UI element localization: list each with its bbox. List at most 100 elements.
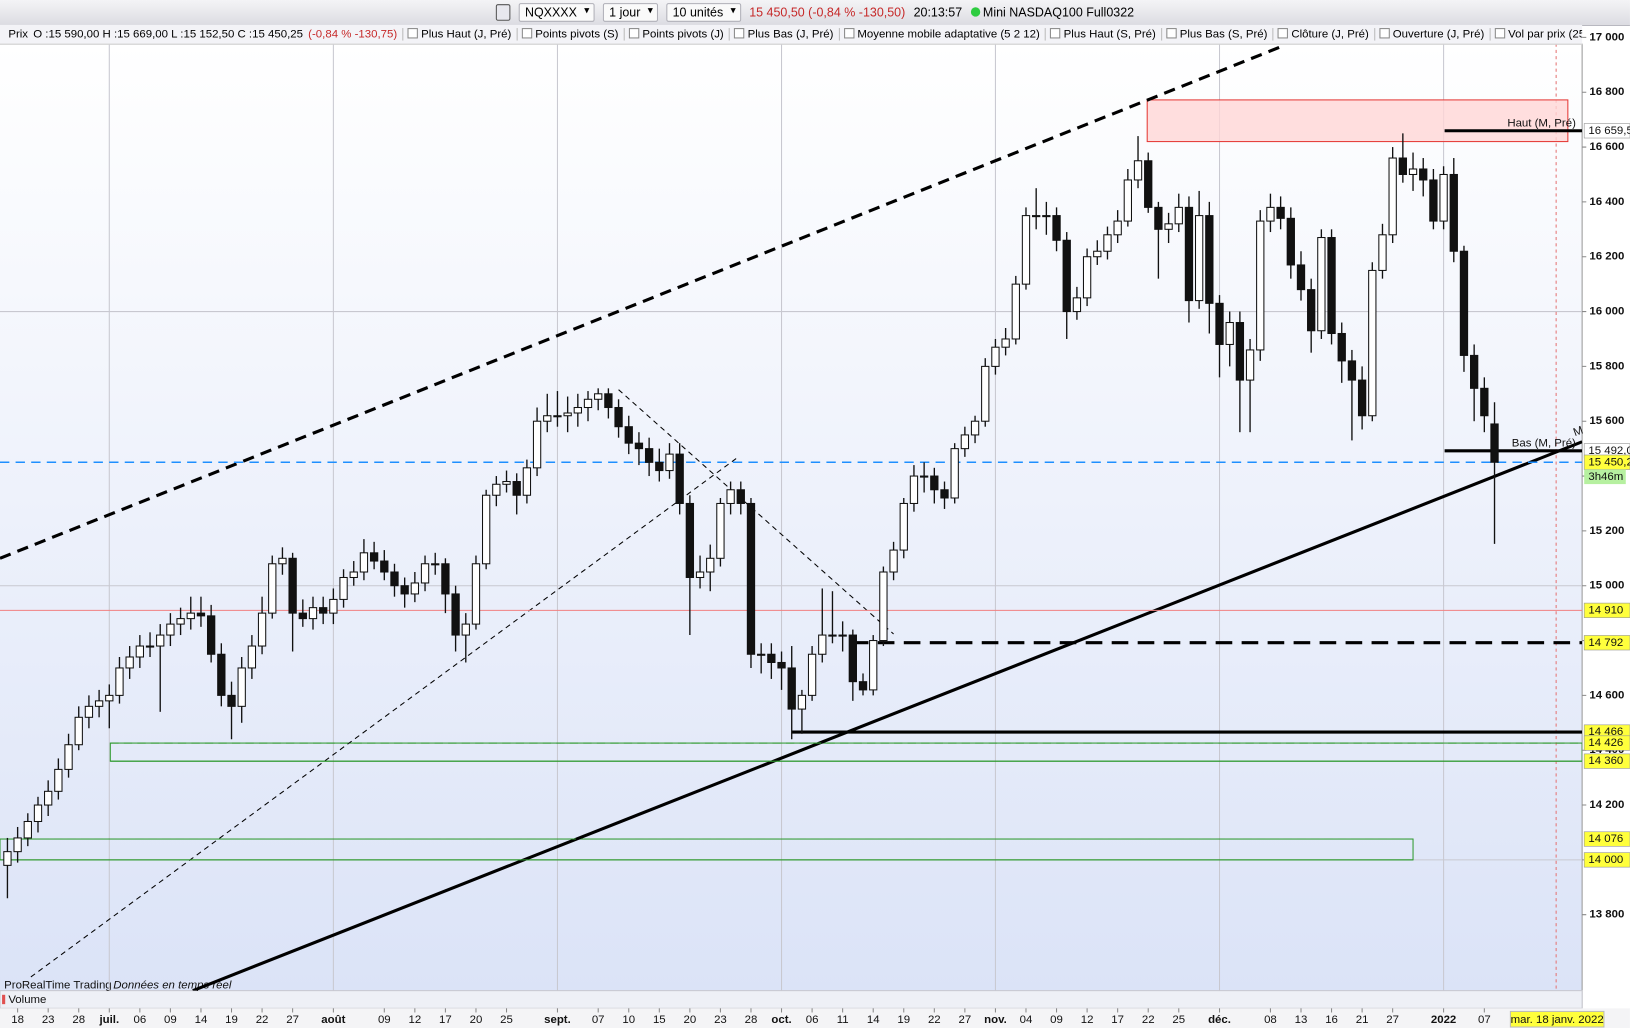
- symbol-select[interactable]: NQXXXX: [518, 3, 595, 22]
- candle-body: [1480, 387, 1489, 417]
- indicator[interactable]: Points pivots (S): [516, 28, 619, 41]
- y-tick-label: 13 800: [1589, 909, 1624, 921]
- candle-body: [1286, 217, 1295, 266]
- candle-body: [695, 571, 705, 579]
- checkbox[interactable]: [1050, 28, 1061, 39]
- candle-body: [64, 744, 73, 770]
- candle-body: [767, 653, 776, 663]
- y-tick-label: 17 000: [1589, 31, 1624, 43]
- icon[interactable]: [495, 4, 511, 21]
- candle-body: [420, 563, 430, 584]
- indicator[interactable]: Points pivots (J): [623, 28, 724, 41]
- plot-background: [0, 43, 1583, 991]
- brand: ProRealTime Trading: [4, 979, 112, 991]
- checkbox[interactable]: [1494, 28, 1506, 39]
- candle-body: [441, 563, 450, 595]
- candle-body: [1388, 157, 1397, 236]
- checkbox[interactable]: [407, 28, 418, 39]
- checkbox[interactable]: [628, 28, 640, 39]
- x-tick-label: 22: [256, 1014, 269, 1026]
- candle-body: [706, 557, 715, 573]
- indicator[interactable]: Plus Bas (S, Pré): [1161, 28, 1267, 41]
- indicator[interactable]: Clôture (J, Pré): [1272, 28, 1369, 41]
- x-tick-label: oct.: [771, 1014, 791, 1026]
- checkbox[interactable]: [1379, 28, 1390, 39]
- period-select[interactable]: 1 jour: [602, 3, 659, 22]
- x-tick-label: 07: [592, 1014, 605, 1026]
- candle-body: [1021, 215, 1031, 285]
- y-tick-label: 16 400: [1589, 196, 1624, 208]
- level-label: 14 076: [1588, 833, 1623, 845]
- level-label: 14 792: [1588, 637, 1623, 649]
- candle-body: [532, 420, 542, 469]
- price-change: (-0,84 % -130,75): [308, 28, 398, 41]
- indicator[interactable]: Vol par prix (25): [1489, 28, 1582, 41]
- indicator[interactable]: Plus Haut (J, Pré): [402, 28, 512, 41]
- candle-body: [543, 415, 552, 422]
- candle-body: [1072, 297, 1082, 313]
- indicator-label: Ouverture (J, Pré): [1392, 28, 1485, 41]
- indicator[interactable]: Moyenne mobile adaptative (5 2 12): [838, 28, 1040, 41]
- candle-body: [1490, 423, 1499, 463]
- indicator-bar: Prix O :15 590,00 H :15 669,00 L :15 152…: [0, 24, 1583, 45]
- candle-body: [665, 453, 674, 472]
- candle-body: [1133, 160, 1143, 181]
- trendline-label: M: [1572, 425, 1585, 440]
- candle-body: [1459, 250, 1469, 356]
- candle-body: [1062, 239, 1071, 313]
- x-tick-label: 07: [1478, 1014, 1491, 1026]
- checkbox[interactable]: [1166, 28, 1177, 39]
- candle-body: [981, 365, 990, 422]
- candle-body: [1327, 237, 1336, 335]
- candle-body: [553, 415, 562, 418]
- candle-body: [1419, 168, 1428, 181]
- candle-body: [716, 502, 725, 559]
- candle-body: [390, 571, 399, 587]
- time: 20:13:57: [913, 5, 963, 20]
- candle-body: [563, 412, 572, 417]
- candle-body: [196, 612, 206, 617]
- candle-body: [960, 434, 970, 450]
- units-select[interactable]: 10 unités: [666, 3, 741, 22]
- candle-body: [1042, 215, 1051, 218]
- checkbox[interactable]: [521, 28, 533, 39]
- x-tick-label: sept.: [544, 1014, 571, 1026]
- indicator[interactable]: Ouverture (J, Pré): [1374, 28, 1485, 41]
- candle-body: [940, 489, 949, 499]
- candle-body: [166, 623, 175, 636]
- x-tick-label: 14: [195, 1014, 208, 1026]
- price-axis-background: [1582, 43, 1630, 1009]
- checkbox[interactable]: [734, 28, 745, 39]
- candle-body: [23, 820, 32, 839]
- candle-body: [1235, 322, 1245, 381]
- candle-body: [125, 656, 134, 669]
- candle-body: [206, 615, 216, 655]
- date-box: [1509, 1010, 1605, 1028]
- x-tick-label: 18: [11, 1014, 24, 1026]
- x-tick-label: nov.: [984, 1014, 1007, 1026]
- indicator[interactable]: Plus Bas (J, Pré): [728, 28, 833, 41]
- x-tick-label: 21: [1356, 1014, 1369, 1026]
- y-tick-label: 14 600: [1589, 689, 1624, 701]
- candle-body: [1032, 215, 1041, 218]
- candle-body: [1154, 206, 1163, 230]
- indicator-label: Plus Haut (J, Pré): [421, 28, 512, 41]
- x-tick-label: 16: [1325, 1014, 1338, 1026]
- indicator[interactable]: Plus Haut (S, Pré): [1044, 28, 1156, 41]
- checkbox[interactable]: [1277, 28, 1289, 39]
- indicator-label: Points pivots (S): [535, 28, 619, 41]
- feed: Données en temps réel: [113, 979, 232, 991]
- candle-body: [614, 406, 623, 428]
- candle-body: [1276, 206, 1285, 219]
- candle-body: [1245, 349, 1255, 381]
- candle-body: [828, 634, 837, 637]
- level-note: Bas (M, Pré): [1512, 438, 1576, 450]
- candle-body: [889, 549, 898, 573]
- x-tick-label: 13: [1295, 1014, 1308, 1026]
- x-tick-label: 10: [622, 1014, 635, 1026]
- checkbox[interactable]: [843, 28, 855, 39]
- candle-body: [115, 667, 124, 696]
- trendline: [30, 456, 739, 978]
- candle-body: [471, 563, 481, 625]
- candle-body: [3, 851, 12, 866]
